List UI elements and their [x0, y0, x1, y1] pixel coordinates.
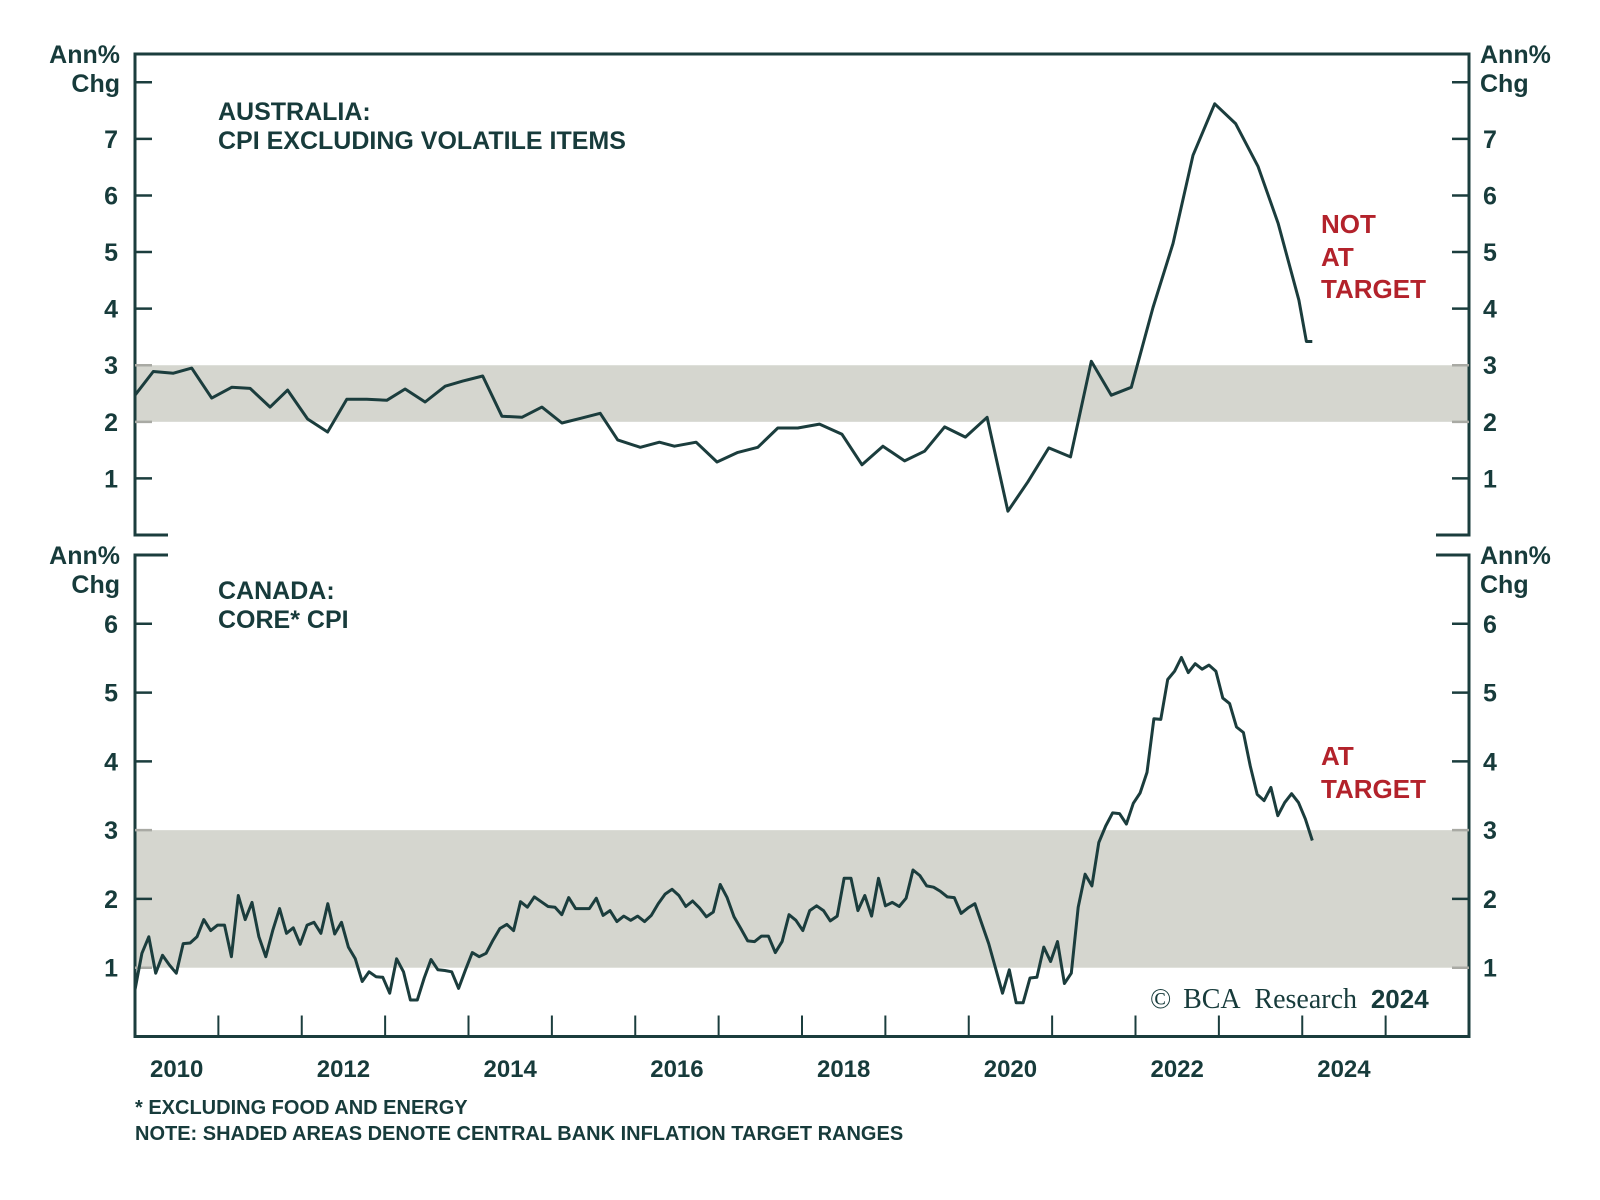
top-title-1: AUSTRALIA: — [218, 98, 371, 126]
bottom-annotation-1: AT — [1321, 741, 1354, 771]
copyright-brand: BCA — [1183, 984, 1241, 1015]
bottom-annotation-2: TARGET — [1321, 774, 1426, 804]
bottom-ytick-label-left: 3 — [104, 817, 118, 845]
top-ytick-label-right: 5 — [1483, 239, 1497, 267]
bottom-right-ylabel-2: Chg — [1480, 571, 1529, 599]
top-ytick-label-right: 6 — [1483, 182, 1497, 210]
bottom-title-2: CORE* CPI — [218, 606, 349, 634]
xtick-label: 2016 — [650, 1056, 703, 1083]
top-ytick-label-left: 6 — [104, 182, 118, 210]
copyright-notice: © BCA Research 2024 — [1150, 983, 1429, 1015]
top-ytick-label-right: 3 — [1483, 352, 1497, 380]
bottom-series-line — [133, 656, 1314, 1005]
bottom-right-ylabel-1: Ann% — [1480, 542, 1551, 570]
top-ytick-label-right: 2 — [1483, 409, 1497, 437]
copyright-symbol: © — [1150, 984, 1171, 1015]
bottom-ytick-label-right: 1 — [1483, 955, 1497, 983]
top-right-ylabel-2: Chg — [1480, 70, 1529, 98]
copyright-year: 2024 — [1371, 984, 1429, 1014]
top-ytick-label-left: 4 — [104, 296, 118, 324]
top-ytick-label-left: 1 — [104, 465, 118, 493]
footnote-1: * EXCLUDING FOOD AND ENERGY — [135, 1097, 468, 1119]
top-ytick-label-left: 3 — [104, 352, 118, 380]
bottom-left-ylabel-1: Ann% — [49, 542, 120, 570]
bottom-ytick-label-right: 3 — [1483, 817, 1497, 845]
xtick-label: 2020 — [984, 1056, 1037, 1083]
bottom-ytick-label-right: 2 — [1483, 886, 1497, 914]
top-ytick-label-left: 2 — [104, 409, 118, 437]
top-ytick-label-left: 5 — [104, 239, 118, 267]
top-left-ylabel-2: Chg — [71, 70, 120, 98]
bottom-ytick-label-left: 4 — [104, 748, 118, 776]
copyright-text: Research — [1254, 984, 1357, 1015]
top-ytick-label-right: 1 — [1483, 465, 1497, 493]
top-annotation-2: AT — [1321, 242, 1354, 272]
xtick-label: 2022 — [1150, 1056, 1203, 1083]
xtick-label: 2018 — [817, 1056, 870, 1083]
top-target-band — [135, 365, 1469, 422]
bottom-ytick-label-right: 6 — [1483, 611, 1497, 639]
bottom-title-1: CANADA: — [218, 577, 335, 605]
bottom-ytick-label-left: 5 — [104, 680, 118, 708]
xtick-label: 2024 — [1317, 1056, 1371, 1083]
top-series-line — [133, 102, 1313, 513]
top-title-2: CPI EXCLUDING VOLATILE ITEMS — [218, 127, 626, 155]
top-right-ylabel-1: Ann% — [1480, 41, 1551, 69]
top-left-ylabel-1: Ann% — [49, 41, 120, 69]
bottom-left-ylabel-2: Chg — [71, 571, 120, 599]
bottom-ytick-label-right: 4 — [1483, 748, 1497, 776]
bottom-target-band — [135, 830, 1469, 968]
bottom-ytick-label-left: 6 — [104, 611, 118, 639]
footnote-2: NOTE: SHADED AREAS DENOTE CENTRAL BANK I… — [135, 1123, 903, 1145]
xtick-label: 2010 — [150, 1056, 203, 1083]
top-ytick-label-right: 7 — [1483, 126, 1497, 154]
xtick-label: 2012 — [317, 1056, 370, 1083]
top-ytick-label-right: 4 — [1483, 296, 1497, 324]
bottom-ytick-label-left: 1 — [104, 955, 118, 983]
bottom-ytick-label-right: 5 — [1483, 680, 1497, 708]
top-annotation-3: TARGET — [1321, 274, 1426, 304]
top-ytick-label-left: 7 — [104, 126, 118, 154]
bottom-ytick-label-left: 2 — [104, 886, 118, 914]
xtick-label: 2014 — [483, 1056, 537, 1083]
top-annotation-1: NOT — [1321, 209, 1376, 239]
